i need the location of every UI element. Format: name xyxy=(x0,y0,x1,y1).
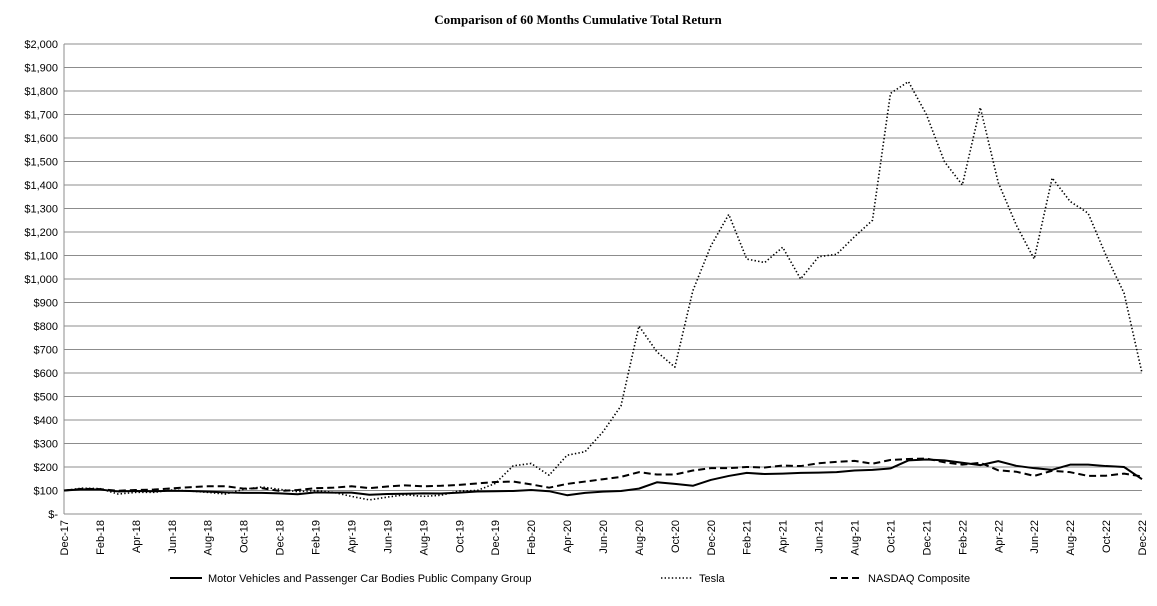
x-tick-label: Feb-18 xyxy=(95,520,107,555)
x-tick-label: Feb-21 xyxy=(742,520,754,555)
x-tick-label: Jun-20 xyxy=(598,520,610,554)
y-tick-label: $400 xyxy=(34,415,58,427)
y-tick-label: $200 xyxy=(34,462,58,474)
x-tick-label: Apr-22 xyxy=(993,520,1005,553)
y-tick-label: $1,200 xyxy=(24,227,58,239)
x-tick-label: Aug-22 xyxy=(1065,520,1077,555)
y-tick-label: $1,400 xyxy=(24,180,58,192)
x-tick-label: Oct-20 xyxy=(670,520,682,553)
x-tick-label: Aug-20 xyxy=(634,520,646,555)
x-axis-ticks: Dec-17 Feb-18 Apr-18 Jun-18 Aug-18 Oct-18 Dec-… xyxy=(59,520,1149,555)
x-tick-label: Oct-18 xyxy=(239,520,251,553)
legend-label-nasdaq-composite: NASDAQ Composite xyxy=(868,573,970,585)
x-tick-label: Dec-20 xyxy=(706,520,718,555)
y-tick-label: $1,700 xyxy=(24,110,58,122)
x-tick-label: Aug-19 xyxy=(418,520,430,555)
x-tick-label: Aug-18 xyxy=(203,520,215,555)
x-tick-label: Feb-20 xyxy=(526,520,538,555)
y-tick-label: $1,800 xyxy=(24,86,58,98)
x-tick-label: Dec-22 xyxy=(1137,520,1149,555)
x-tick-label: Feb-19 xyxy=(311,520,323,555)
legend-label-tesla: Tesla xyxy=(699,573,726,585)
x-tick-label: Jun-19 xyxy=(382,520,394,554)
x-tick-label: Apr-21 xyxy=(778,520,790,553)
series-line-tesla xyxy=(63,80,1143,501)
series-line-motor-vehicles-and-passenger-car-bodies-public-company-group xyxy=(63,458,1143,497)
y-tick-label: $1,500 xyxy=(24,157,58,169)
axes xyxy=(63,44,1142,515)
y-tick-label: $900 xyxy=(34,298,58,310)
x-tick-label: Oct-19 xyxy=(454,520,466,553)
y-tick-label: $600 xyxy=(34,368,58,380)
x-tick-label: Dec-17 xyxy=(59,520,71,555)
x-tick-label: Dec-18 xyxy=(275,520,287,555)
x-tick-label: Dec-19 xyxy=(490,520,502,555)
x-tick-label: Feb-22 xyxy=(957,520,969,555)
chart-title: Comparison of 60 Months Cumulative Total… xyxy=(434,12,722,27)
series-line-nasdaq-composite xyxy=(63,457,1143,492)
x-tick-label: Jun-21 xyxy=(814,520,826,554)
x-tick-label: Jun-22 xyxy=(1029,520,1041,554)
y-tick-label: $800 xyxy=(34,321,58,333)
legend: Motor Vehicles and Passenger Car Bodies … xyxy=(170,573,970,585)
y-tick-label: $1,900 xyxy=(24,63,58,75)
x-tick-label: Apr-18 xyxy=(131,520,143,553)
series-lines xyxy=(63,80,1143,501)
y-tick-label: $2,000 xyxy=(24,39,58,51)
x-tick-label: Apr-19 xyxy=(346,520,358,553)
x-tick-label: Oct-22 xyxy=(1101,520,1113,553)
x-tick-label: Dec-21 xyxy=(921,520,933,555)
y-tick-label: $100 xyxy=(34,486,58,498)
gridlines xyxy=(64,43,1142,491)
legend-label-motor-vehicles-and-passenger-car-bodies-public-company-group: Motor Vehicles and Passenger Car Bodies … xyxy=(208,573,531,585)
x-tick-label: Oct-21 xyxy=(885,520,897,553)
y-tick-label: $- xyxy=(48,509,58,521)
y-tick-label: $700 xyxy=(34,345,58,357)
x-tick-label: Apr-20 xyxy=(562,520,574,553)
y-tick-label: $300 xyxy=(34,439,58,451)
y-tick-label: $1,600 xyxy=(24,133,58,145)
y-tick-label: $500 xyxy=(34,392,58,404)
x-tick-label: Aug-21 xyxy=(850,520,862,555)
y-tick-label: $1,000 xyxy=(24,274,58,286)
y-tick-label: $1,100 xyxy=(24,251,58,263)
y-tick-label: $1,300 xyxy=(24,204,58,216)
y-axis-ticks: $- $100 $200 $300 $400 $500 $600 $700 $800 $900 $1… xyxy=(24,39,58,521)
x-tick-label: Jun-18 xyxy=(167,520,179,554)
